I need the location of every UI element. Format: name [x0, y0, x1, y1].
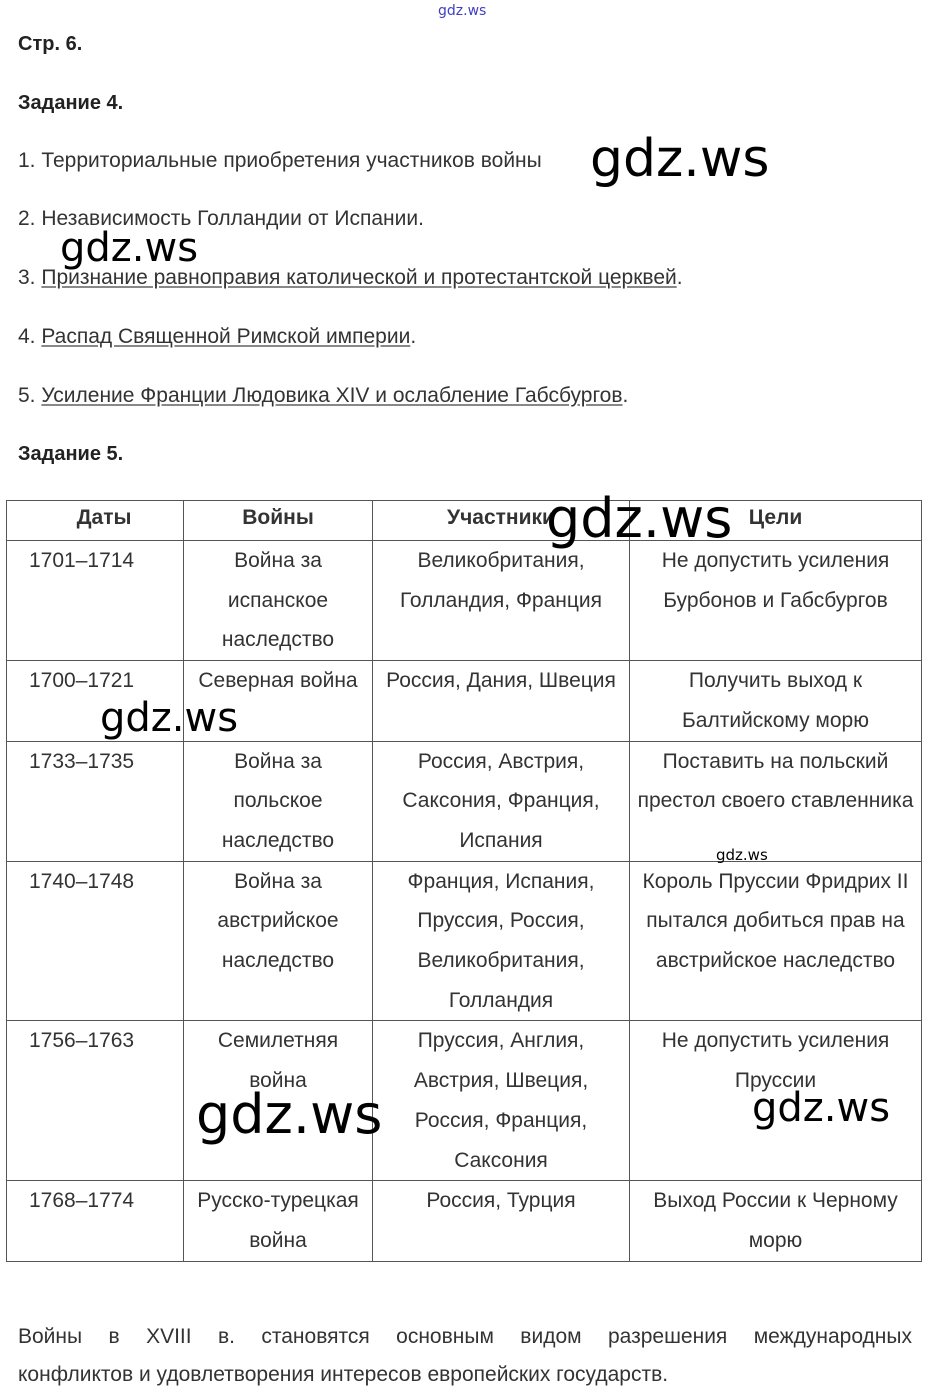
cell-goal: Выход России к Черному морю [629, 1180, 922, 1262]
cell-war: Северная война [183, 660, 373, 742]
cell-date: 1740–1748 [6, 860, 184, 1022]
conclusion: Войны в XVIII в. становятся основным вид… [18, 1318, 912, 1394]
cell-goal: Получить выход к Балтийскому морю [629, 660, 922, 742]
cell-date: 1756–1763 [6, 1020, 184, 1182]
cell-date: 1733–1735 [6, 740, 184, 862]
header-wars: Войны [183, 500, 373, 541]
table-row: 1740–1748 Война за австрийское наследство… [6, 860, 922, 1022]
watermark: gdz.ws [60, 225, 199, 271]
wars-table: Даты Войны Участники Цели 1701–1714 Война… [6, 500, 922, 1262]
cell-participants: Великобритания, Голландия, Франция [372, 539, 630, 662]
task5-title: Задание 5. [18, 443, 124, 465]
table-row: 1768–1774 Русско-турецкая война Россия, Ту… [6, 1180, 922, 1262]
watermark: gdz.ws [716, 846, 768, 864]
watermark: gdz.ws [100, 695, 239, 741]
cell-war: Семилетняя война [183, 1020, 373, 1182]
table-row: 1733–1735 Война за польское наследство Рос… [6, 740, 922, 862]
cell-war: Война за испанское наследство [183, 539, 373, 662]
cell-participants: Россия, Турция [372, 1180, 630, 1262]
list-item: 5. Усиление Франции Людовика XIV и ослаб… [18, 384, 629, 407]
list-item: 4. Распад Священной Римской империи. [18, 325, 417, 348]
page-label: Стр. 6. [18, 33, 83, 55]
cell-participants: Пруссия, Англия, Австрия, Швеция, Россия… [372, 1020, 630, 1182]
cell-participants: Франция, Испания, Пруссия, Россия, Велик… [372, 860, 630, 1022]
watermark: gdz.ws [438, 3, 487, 19]
watermark: gdz.ws [752, 1085, 891, 1131]
cell-date: 1700–1721 [6, 660, 184, 742]
cell-goal: Поставить на польский престол своего ста… [629, 740, 922, 862]
cell-war: Война за австрийское наследство [183, 860, 373, 1022]
cell-participants: Россия, Дания, Швеция [372, 660, 630, 742]
cell-war: Война за польское наследство [183, 740, 373, 862]
list-item: 1. Территориальные приобретения участник… [18, 149, 542, 172]
conclusion-line: Войны в XVIII в. становятся основным вид… [18, 1325, 912, 1348]
header-dates: Даты [6, 500, 184, 541]
list-item: 2. Независимость Голландии от Испании. [18, 207, 424, 230]
list-item: 3. Признание равноправия католической и … [18, 266, 683, 289]
cell-goal: Король Пруссии Фридрих II пытался добить… [629, 860, 922, 1022]
cell-date: 1768–1774 [6, 1180, 184, 1262]
cell-war: Русско-турецкая война [183, 1180, 373, 1262]
cell-goal: Не допустить усиления Бурбонов и Габсбур… [629, 539, 922, 662]
watermark: gdz.ws [196, 1083, 383, 1146]
header-participants: Участники [372, 500, 630, 541]
table-row: 1700–1721 Северная война Россия, Дания, Шв… [6, 660, 922, 742]
watermark: gdz.ws [546, 487, 733, 550]
task4-title: Задание 4. [18, 92, 124, 114]
conclusion-line: конфликтов и удовлетворения интересов ев… [18, 1363, 669, 1386]
table-row: 1756–1763 Семилетняя война Пруссия, Англия… [6, 1020, 922, 1182]
cell-date: 1701–1714 [6, 539, 184, 662]
watermark: gdz.ws [590, 129, 770, 189]
cell-participants: Россия, Австрия, Саксония, Франция, Испа… [372, 740, 630, 862]
table-row: 1701–1714 Война за испанское наследство Ве… [6, 539, 922, 662]
